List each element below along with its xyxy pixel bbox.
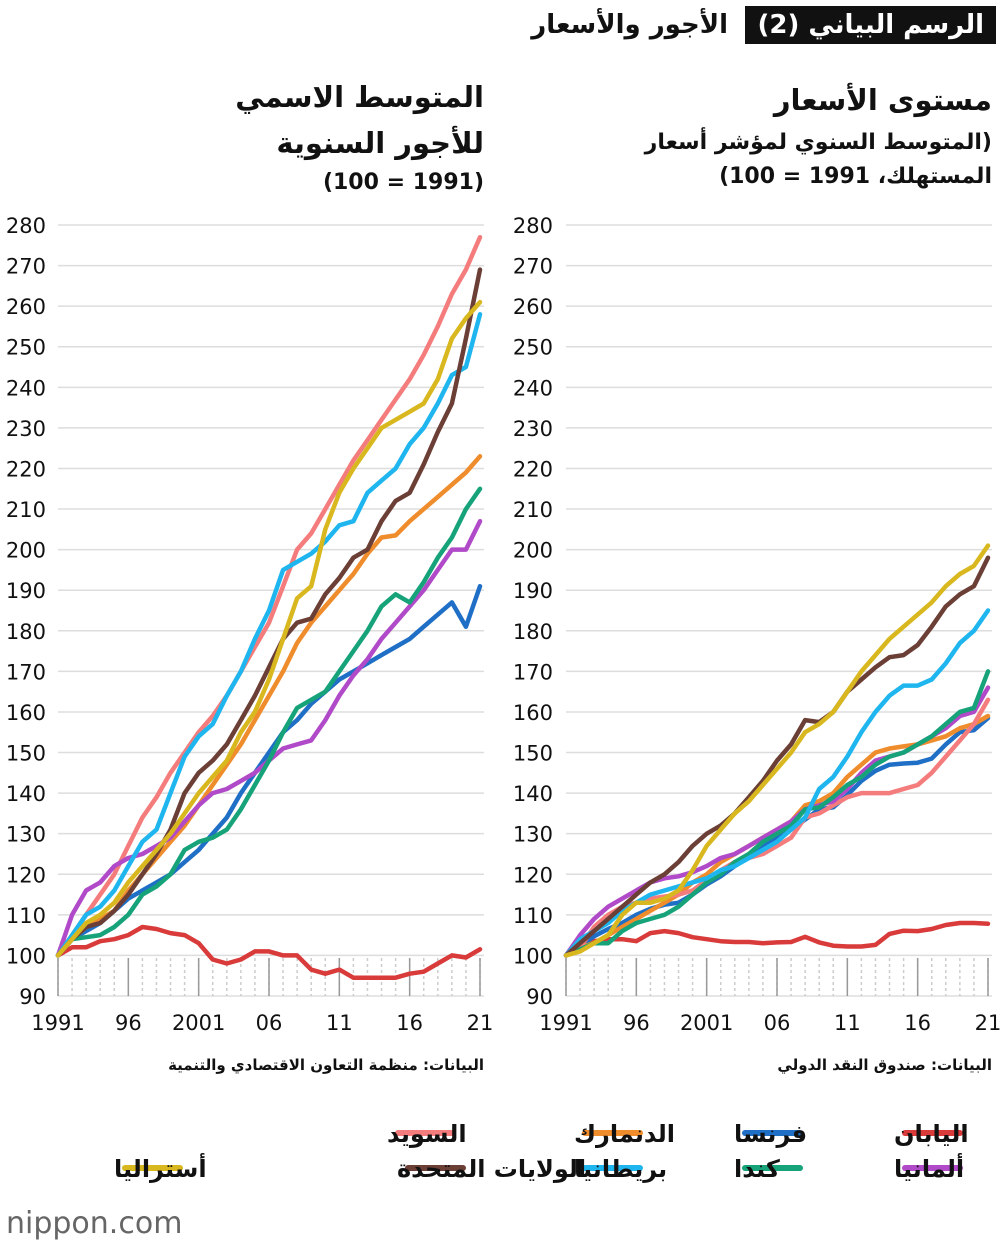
x-tick-label: 06 [256, 1011, 283, 1035]
y-tick-label: 220 [6, 457, 46, 481]
logo: nippon.com [6, 1206, 183, 1241]
series-line [55, 454, 483, 958]
series-line [55, 486, 483, 958]
x-tick-label: 96 [623, 1011, 650, 1035]
legend-label: ألمانيا [894, 1153, 964, 1183]
x-tick-label: 1991 [31, 1011, 84, 1035]
legend-label: أستراليا [114, 1153, 207, 1183]
series-line [563, 713, 991, 958]
y-tick-label: 280 [6, 214, 46, 238]
y-tick-label: 210 [513, 498, 553, 522]
series-line [563, 608, 991, 958]
chart-subtitle: (1991 = 100) [322, 170, 484, 195]
y-tick-label: 190 [6, 579, 46, 603]
series-line [563, 555, 991, 958]
x-tick-label: 96 [115, 1011, 142, 1035]
y-tick-label: 260 [513, 295, 553, 319]
y-tick-label: 130 [6, 823, 46, 847]
x-tick-label: 16 [396, 1011, 423, 1035]
y-tick-label: 270 [513, 255, 553, 279]
y-tick-label: 230 [513, 417, 553, 441]
source: البيانات: صندوق النقد الدولي [777, 1056, 992, 1074]
y-tick-label: 120 [513, 863, 553, 887]
series-line [563, 697, 991, 958]
y-tick-label: 140 [6, 782, 46, 806]
series-line [563, 669, 991, 958]
x-tick-label: 21 [467, 1011, 494, 1035]
x-tick-label: 1991 [539, 1011, 592, 1035]
source: البيانات: منظمة التعاون الاقتصادي والتنم… [168, 1056, 484, 1074]
header-label: الرسم البياني (2) [745, 6, 996, 44]
series-line [563, 920, 991, 958]
chart-title: المتوسط الاسمي للأجور السنوية [235, 80, 484, 160]
y-tick-label: 230 [6, 417, 46, 441]
y-tick-label: 200 [6, 539, 46, 563]
series-line [55, 312, 483, 958]
y-tick-label: 250 [513, 336, 553, 360]
chart-subtitle: (المتوسط السنوي لمؤشر أسعار المستهلك، 19… [644, 130, 992, 189]
y-tick-label: 180 [513, 620, 553, 644]
y-tick-label: 220 [513, 457, 553, 481]
y-tick-label: 250 [6, 336, 46, 360]
legend-label: الدنمارك [574, 1120, 675, 1148]
series-line [55, 267, 483, 958]
y-tick-label: 160 [6, 701, 46, 725]
y-tick-label: 270 [6, 255, 46, 279]
y-tick-label: 190 [513, 579, 553, 603]
y-tick-label: 100 [6, 944, 46, 968]
y-tick-label: 90 [19, 985, 46, 1009]
y-tick-label: 110 [513, 904, 553, 928]
x-tick-label: 06 [764, 1011, 791, 1035]
series-line [563, 543, 991, 958]
series-line [563, 715, 991, 958]
y-tick-label: 170 [513, 660, 553, 684]
y-tick-label: 130 [513, 823, 553, 847]
y-tick-label: 150 [6, 742, 46, 766]
y-tick-label: 200 [513, 539, 553, 563]
legend-label: السويد [387, 1120, 467, 1148]
y-tick-label: 160 [513, 701, 553, 725]
y-tick-label: 90 [526, 985, 553, 1009]
y-tick-label: 170 [6, 660, 46, 684]
x-tick-label: 2001 [172, 1011, 225, 1035]
x-tick-label: 21 [975, 1011, 1000, 1035]
series-line [55, 299, 483, 958]
series-line [55, 518, 483, 958]
y-tick-label: 100 [513, 944, 553, 968]
legend-label: الولايات المتحدة [397, 1155, 586, 1183]
x-tick-label: 16 [904, 1011, 931, 1035]
x-tick-label: 2001 [680, 1011, 733, 1035]
y-tick-label: 180 [6, 620, 46, 644]
x-tick-label: 11 [834, 1011, 861, 1035]
y-tick-label: 260 [6, 295, 46, 319]
header-title: الأجور والأسعار [531, 10, 728, 40]
y-tick-label: 210 [6, 498, 46, 522]
legend-label: بريطانيا [574, 1155, 667, 1183]
y-tick-label: 240 [513, 376, 553, 400]
legend-label: فرنسا [734, 1120, 807, 1148]
y-tick-label: 120 [6, 863, 46, 887]
y-tick-label: 240 [6, 376, 46, 400]
chart-title: مستوى الأسعار [773, 83, 992, 117]
x-tick-label: 11 [326, 1011, 353, 1035]
legend-label: كندا [734, 1155, 780, 1183]
series-line [55, 924, 483, 980]
y-tick-label: 140 [513, 782, 553, 806]
y-tick-label: 110 [6, 904, 46, 928]
series-line [563, 685, 991, 958]
series-line [55, 234, 483, 958]
y-tick-label: 280 [513, 214, 553, 238]
y-tick-label: 150 [513, 742, 553, 766]
series-line [55, 583, 483, 958]
legend-label: اليابان [894, 1120, 969, 1148]
